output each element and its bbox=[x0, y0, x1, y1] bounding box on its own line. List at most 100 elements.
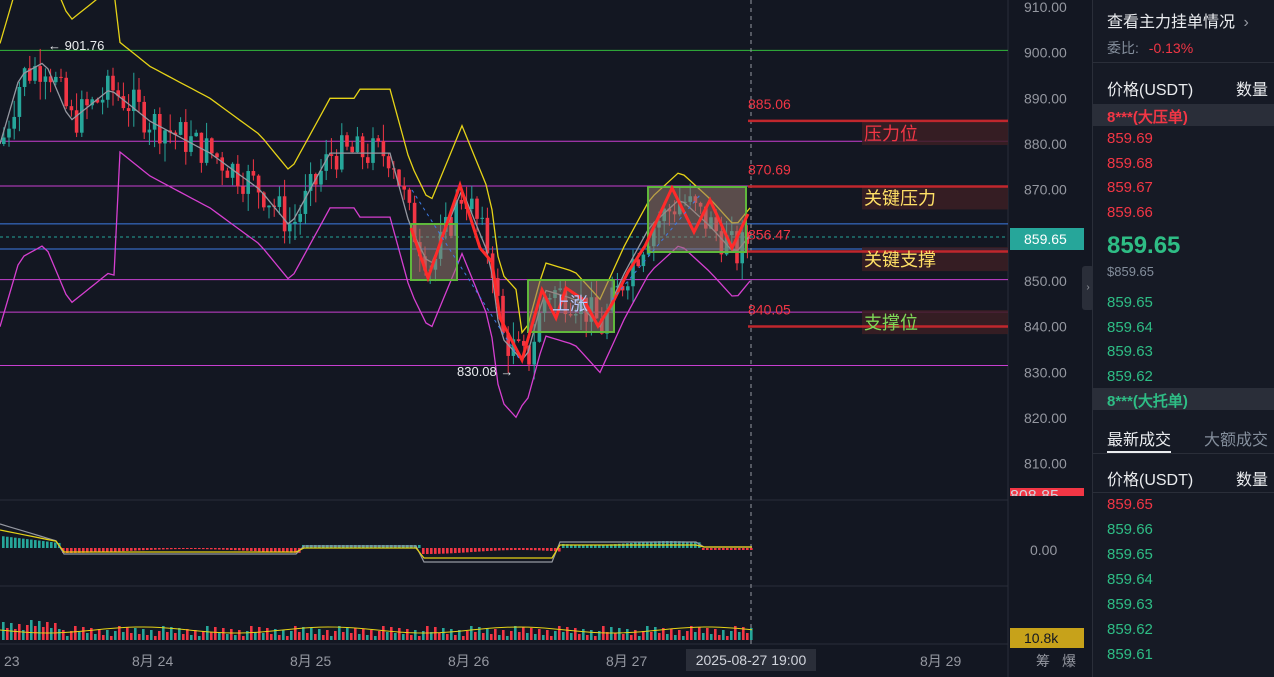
volume-bar bbox=[42, 627, 45, 640]
candle-body bbox=[340, 135, 344, 170]
osc-histogram-bar bbox=[542, 548, 545, 551]
volume-bar bbox=[638, 636, 641, 640]
candle-body bbox=[366, 157, 370, 163]
volume-bar bbox=[650, 632, 653, 640]
volume-bar bbox=[58, 629, 61, 640]
volume-bar bbox=[154, 636, 157, 640]
osc-histogram-bar bbox=[714, 548, 717, 550]
level-value: 885.06 bbox=[748, 96, 791, 112]
volume-bar bbox=[78, 632, 81, 640]
volume-bar bbox=[390, 627, 393, 640]
osc-histogram-bar bbox=[274, 548, 277, 553]
panel-collapse-icon[interactable]: › bbox=[1082, 266, 1094, 310]
volume-bar bbox=[294, 626, 297, 640]
osc-histogram-bar bbox=[94, 548, 97, 553]
volume-bar bbox=[290, 631, 293, 640]
price-axis-label: 890.00 bbox=[1024, 90, 1067, 106]
volume-bar bbox=[498, 635, 501, 640]
volume-bar bbox=[242, 636, 245, 640]
osc-histogram-bar bbox=[102, 548, 105, 553]
osc-histogram-bar bbox=[590, 544, 593, 548]
candle-body bbox=[132, 89, 136, 112]
osc-histogram-bar bbox=[230, 548, 233, 550]
candle-body bbox=[54, 76, 58, 83]
volume-bar bbox=[610, 627, 613, 640]
bid-big-label: 8***(大托单) bbox=[1107, 393, 1188, 410]
volume-bar bbox=[278, 635, 281, 640]
osc-histogram-bar bbox=[610, 544, 613, 548]
candle-body bbox=[397, 169, 401, 186]
osc-histogram-bar bbox=[186, 548, 189, 550]
candle-body bbox=[241, 186, 245, 194]
candle-body bbox=[522, 340, 526, 346]
lower-band bbox=[0, 150, 751, 419]
osc-histogram-bar bbox=[486, 548, 489, 552]
volume-bar bbox=[750, 628, 753, 640]
osc-histogram-bar bbox=[530, 548, 533, 551]
osc-histogram-bar bbox=[90, 548, 93, 553]
volume-bar bbox=[110, 636, 113, 640]
osc-histogram-bar bbox=[206, 548, 209, 550]
osc-histogram-bar bbox=[266, 548, 269, 552]
osc-histogram-bar bbox=[262, 548, 265, 552]
price-axis-label: 840.00 bbox=[1024, 319, 1067, 335]
candle-body bbox=[407, 189, 412, 203]
volume-bar bbox=[526, 633, 529, 640]
osc-histogram-bar bbox=[578, 544, 581, 548]
osc-histogram-bar bbox=[118, 548, 121, 552]
candle-body bbox=[184, 122, 188, 152]
candle-body bbox=[402, 185, 406, 190]
candle-body bbox=[147, 129, 152, 133]
candle-body bbox=[376, 138, 380, 142]
volume-bar bbox=[202, 631, 205, 640]
volume-bar bbox=[262, 633, 265, 640]
volume-bar bbox=[630, 635, 633, 640]
tab-latest-trades[interactable]: 最新成交 bbox=[1107, 432, 1172, 449]
osc-histogram-bar bbox=[146, 548, 149, 551]
candle-body bbox=[220, 157, 224, 171]
level-label: 支撑位 bbox=[864, 313, 918, 333]
osc-histogram-bar bbox=[710, 548, 713, 550]
osc-histogram-bar bbox=[74, 548, 77, 553]
volume-bar bbox=[138, 634, 141, 640]
volume-ma-line bbox=[0, 626, 753, 634]
trade-row: 859.66 bbox=[1107, 521, 1153, 538]
volume-bar bbox=[322, 635, 325, 640]
volume-bar bbox=[438, 633, 441, 640]
candle-body bbox=[230, 163, 235, 178]
candle-body bbox=[485, 217, 490, 254]
date-axis-label: 8月 29 bbox=[920, 653, 961, 669]
chart-area[interactable]: 910.00900.00890.00880.00870.00860.00850.… bbox=[0, 0, 1094, 677]
osc-histogram-bar bbox=[30, 539, 33, 548]
osc-histogram-bar bbox=[614, 544, 617, 548]
volume-bar bbox=[286, 636, 289, 640]
candle-body bbox=[516, 339, 521, 341]
price-axis-label: 880.00 bbox=[1024, 136, 1067, 152]
pattern-text: 上涨 bbox=[552, 294, 588, 314]
bid-price: 859.64 bbox=[1107, 318, 1153, 336]
candle-body bbox=[12, 116, 16, 129]
tab-large-trades[interactable]: 大额成交 bbox=[1203, 432, 1268, 449]
volume-bar bbox=[598, 631, 601, 640]
volume-bar bbox=[622, 634, 625, 640]
osc-histogram-bar bbox=[522, 548, 525, 551]
candle-body bbox=[69, 106, 74, 111]
price-chart[interactable]: 910.00900.00890.00880.00870.00860.00850.… bbox=[0, 0, 1090, 677]
volume-bar bbox=[310, 628, 313, 640]
chevron-right-icon: › bbox=[1243, 14, 1249, 31]
osc-histogram-bar bbox=[38, 540, 41, 548]
level-label-bg bbox=[862, 247, 1008, 272]
candle-body bbox=[277, 196, 282, 207]
candle-body bbox=[262, 192, 266, 208]
main-orders-link[interactable]: 查看主力挂单情况 › bbox=[1107, 8, 1249, 32]
osc-histogram-bar bbox=[210, 548, 213, 550]
candle-body bbox=[106, 75, 110, 100]
volume-bar bbox=[666, 634, 669, 640]
volume-bar bbox=[406, 629, 409, 640]
osc-histogram-bar bbox=[582, 544, 585, 548]
upper-band bbox=[0, 0, 751, 335]
volume-bar bbox=[174, 633, 177, 640]
level-label: 压力位 bbox=[864, 124, 918, 144]
osc-histogram-bar bbox=[594, 544, 597, 548]
osc-histogram-bar bbox=[282, 548, 285, 553]
